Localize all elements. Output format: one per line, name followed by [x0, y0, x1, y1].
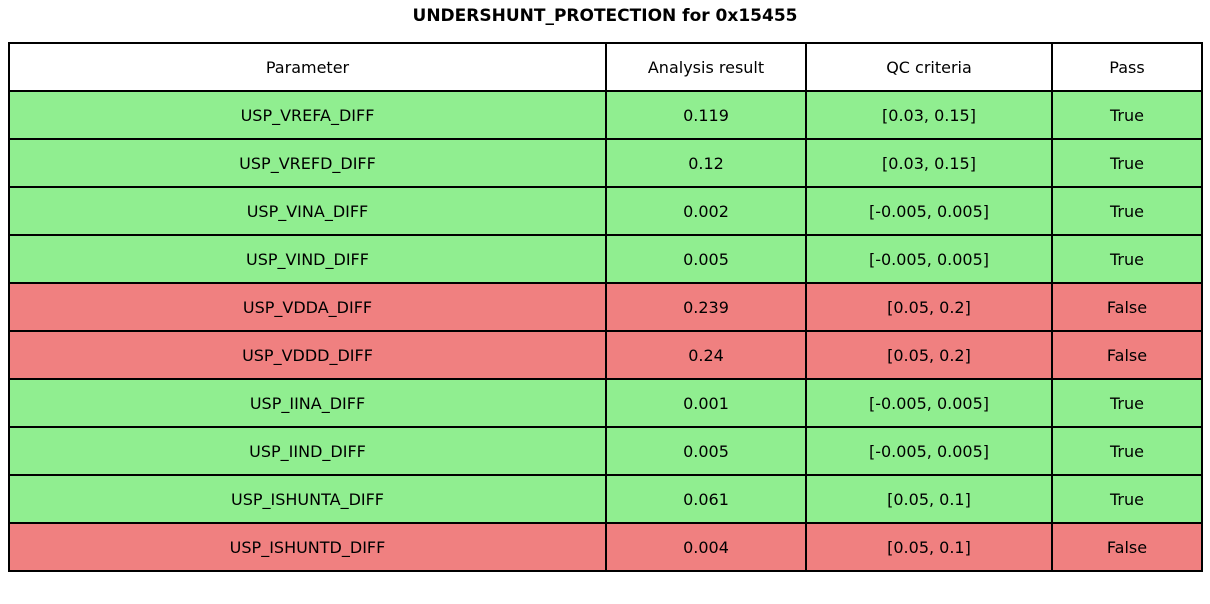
cell-pass: False — [1051, 330, 1203, 380]
table-row: USP_IIND_DIFF 0.005 [-0.005, 0.005] True — [8, 426, 1203, 476]
cell-parameter: USP_IINA_DIFF — [8, 378, 607, 428]
cell-analysis-result: 0.061 — [605, 474, 807, 524]
cell-analysis-result: 0.005 — [605, 234, 807, 284]
cell-analysis-result: 0.12 — [605, 138, 807, 188]
cell-pass: True — [1051, 426, 1203, 476]
table-row: USP_VREFA_DIFF 0.119 [0.03, 0.15] True — [8, 90, 1203, 140]
cell-parameter: USP_VDDA_DIFF — [8, 282, 607, 332]
cell-analysis-result: 0.001 — [605, 378, 807, 428]
cell-parameter: USP_ISHUNTA_DIFF — [8, 474, 607, 524]
cell-qc-criteria: [0.05, 0.1] — [805, 474, 1053, 524]
table-row: USP_VINA_DIFF 0.002 [-0.005, 0.005] True — [8, 186, 1203, 236]
cell-analysis-result: 0.239 — [605, 282, 807, 332]
cell-pass: True — [1051, 378, 1203, 428]
table-row: USP_VIND_DIFF 0.005 [-0.005, 0.005] True — [8, 234, 1203, 284]
table-row: USP_VDDA_DIFF 0.239 [0.05, 0.2] False — [8, 282, 1203, 332]
col-header-analysis-result: Analysis result — [605, 42, 807, 92]
col-header-pass: Pass — [1051, 42, 1203, 92]
table-row: USP_ISHUNTA_DIFF 0.061 [0.05, 0.1] True — [8, 474, 1203, 524]
cell-qc-criteria: [0.05, 0.1] — [805, 522, 1053, 572]
table-row: USP_VDDD_DIFF 0.24 [0.05, 0.2] False — [8, 330, 1203, 380]
qc-table: Parameter Analysis result QC criteria Pa… — [8, 42, 1203, 572]
table-row: USP_IINA_DIFF 0.001 [-0.005, 0.005] True — [8, 378, 1203, 428]
cell-pass: True — [1051, 90, 1203, 140]
cell-parameter: USP_VDDD_DIFF — [8, 330, 607, 380]
table-row: USP_ISHUNTD_DIFF 0.004 [0.05, 0.1] False — [8, 522, 1203, 572]
cell-analysis-result: 0.005 — [605, 426, 807, 476]
cell-pass: True — [1051, 474, 1203, 524]
page-title: UNDERSHUNT_PROTECTION for 0x15455 — [412, 6, 798, 26]
cell-qc-criteria: [-0.005, 0.005] — [805, 186, 1053, 236]
cell-qc-criteria: [0.05, 0.2] — [805, 330, 1053, 380]
cell-pass: False — [1051, 282, 1203, 332]
cell-parameter: USP_VIND_DIFF — [8, 234, 607, 284]
cell-analysis-result: 0.002 — [605, 186, 807, 236]
cell-qc-criteria: [0.03, 0.15] — [805, 138, 1053, 188]
cell-analysis-result: 0.004 — [605, 522, 807, 572]
cell-analysis-result: 0.119 — [605, 90, 807, 140]
cell-qc-criteria: [0.03, 0.15] — [805, 90, 1053, 140]
cell-parameter: USP_VREFD_DIFF — [8, 138, 607, 188]
cell-pass: True — [1051, 138, 1203, 188]
cell-parameter: USP_VREFA_DIFF — [8, 90, 607, 140]
table-row: USP_VREFD_DIFF 0.12 [0.03, 0.15] True — [8, 138, 1203, 188]
col-header-parameter: Parameter — [8, 42, 607, 92]
cell-qc-criteria: [-0.005, 0.005] — [805, 426, 1053, 476]
cell-pass: False — [1051, 522, 1203, 572]
cell-parameter: USP_VINA_DIFF — [8, 186, 607, 236]
cell-qc-criteria: [-0.005, 0.005] — [805, 378, 1053, 428]
col-header-qc-criteria: QC criteria — [805, 42, 1053, 92]
cell-qc-criteria: [0.05, 0.2] — [805, 282, 1053, 332]
cell-parameter: USP_IIND_DIFF — [8, 426, 607, 476]
cell-pass: True — [1051, 234, 1203, 284]
cell-pass: True — [1051, 186, 1203, 236]
cell-qc-criteria: [-0.005, 0.005] — [805, 234, 1053, 284]
cell-parameter: USP_ISHUNTD_DIFF — [8, 522, 607, 572]
table-header-row: Parameter Analysis result QC criteria Pa… — [8, 42, 1203, 92]
cell-analysis-result: 0.24 — [605, 330, 807, 380]
